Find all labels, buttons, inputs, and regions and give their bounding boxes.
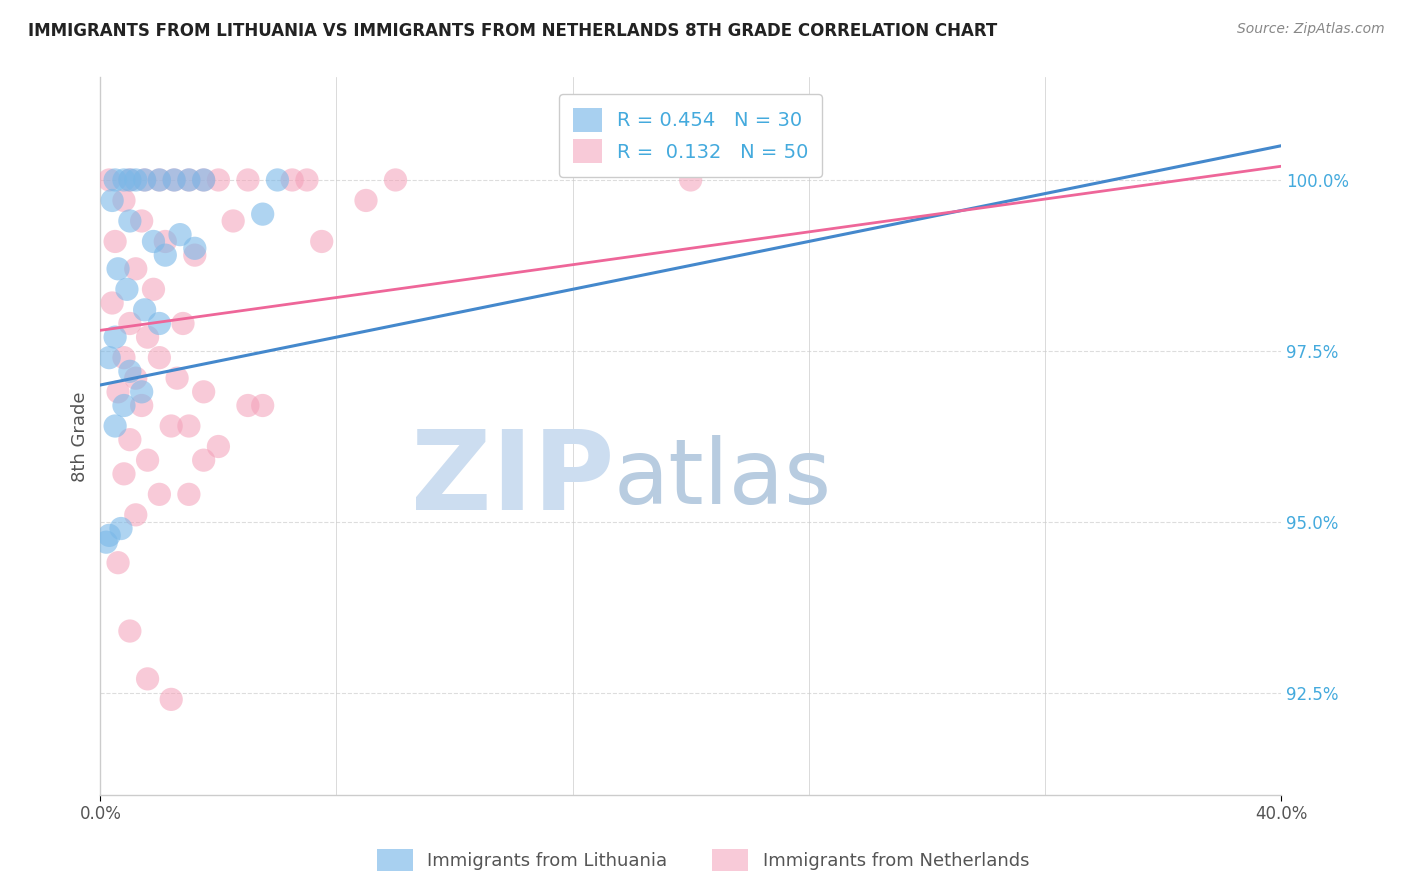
Point <box>266 173 288 187</box>
Text: atlas: atlas <box>614 435 832 524</box>
Point <box>98 528 121 542</box>
Legend: R = 0.454   N = 30, R =  0.132   N = 50: R = 0.454 N = 30, R = 0.132 N = 50 <box>560 95 823 177</box>
Point <box>295 173 318 187</box>
Point <box>107 261 129 276</box>
Point <box>169 227 191 242</box>
Point <box>131 399 153 413</box>
Point <box>110 522 132 536</box>
Point <box>101 194 124 208</box>
Y-axis label: 8th Grade: 8th Grade <box>72 391 89 482</box>
Point <box>148 487 170 501</box>
Point <box>112 467 135 481</box>
Point <box>118 214 141 228</box>
Legend: Immigrants from Lithuania, Immigrants from Netherlands: Immigrants from Lithuania, Immigrants fr… <box>370 842 1036 879</box>
Point <box>193 173 215 187</box>
Point <box>125 173 148 187</box>
Point <box>354 194 377 208</box>
Point <box>163 173 186 187</box>
Point <box>112 399 135 413</box>
Point <box>193 453 215 467</box>
Point <box>136 330 159 344</box>
Text: IMMIGRANTS FROM LITHUANIA VS IMMIGRANTS FROM NETHERLANDS 8TH GRADE CORRELATION C: IMMIGRANTS FROM LITHUANIA VS IMMIGRANTS … <box>28 22 997 40</box>
Point <box>142 282 165 296</box>
Point <box>160 419 183 434</box>
Point <box>118 173 141 187</box>
Point <box>155 248 177 262</box>
Point <box>98 351 121 365</box>
Point <box>125 371 148 385</box>
Point <box>118 433 141 447</box>
Point <box>163 173 186 187</box>
Point <box>118 173 141 187</box>
Point <box>125 508 148 522</box>
Text: ZIP: ZIP <box>411 425 614 533</box>
Point <box>177 487 200 501</box>
Point <box>384 173 406 187</box>
Point <box>104 173 127 187</box>
Point <box>148 173 170 187</box>
Point <box>172 317 194 331</box>
Point <box>222 214 245 228</box>
Point <box>166 371 188 385</box>
Point <box>112 351 135 365</box>
Point <box>115 282 138 296</box>
Point <box>184 248 207 262</box>
Point <box>96 535 118 549</box>
Point <box>184 241 207 255</box>
Point <box>136 453 159 467</box>
Point <box>281 173 304 187</box>
Text: Source: ZipAtlas.com: Source: ZipAtlas.com <box>1237 22 1385 37</box>
Point <box>679 173 702 187</box>
Point <box>107 384 129 399</box>
Point <box>142 235 165 249</box>
Point <box>118 317 141 331</box>
Point <box>236 399 259 413</box>
Point <box>107 556 129 570</box>
Point <box>125 261 148 276</box>
Point <box>134 173 156 187</box>
Point <box>136 672 159 686</box>
Point <box>112 194 135 208</box>
Point <box>98 173 121 187</box>
Point <box>118 624 141 638</box>
Point <box>193 384 215 399</box>
Point <box>160 692 183 706</box>
Point <box>155 235 177 249</box>
Point <box>148 317 170 331</box>
Point <box>311 235 333 249</box>
Point <box>193 173 215 187</box>
Point <box>101 296 124 310</box>
Point <box>252 207 274 221</box>
Point <box>134 173 156 187</box>
Point <box>236 173 259 187</box>
Point <box>148 351 170 365</box>
Point <box>207 173 229 187</box>
Point <box>131 214 153 228</box>
Point <box>177 419 200 434</box>
Point <box>104 419 127 434</box>
Point <box>118 364 141 378</box>
Point <box>177 173 200 187</box>
Point <box>252 399 274 413</box>
Point <box>112 173 135 187</box>
Point <box>131 384 153 399</box>
Point <box>134 302 156 317</box>
Point <box>148 173 170 187</box>
Point <box>177 173 200 187</box>
Point <box>207 440 229 454</box>
Point <box>104 235 127 249</box>
Point <box>104 330 127 344</box>
